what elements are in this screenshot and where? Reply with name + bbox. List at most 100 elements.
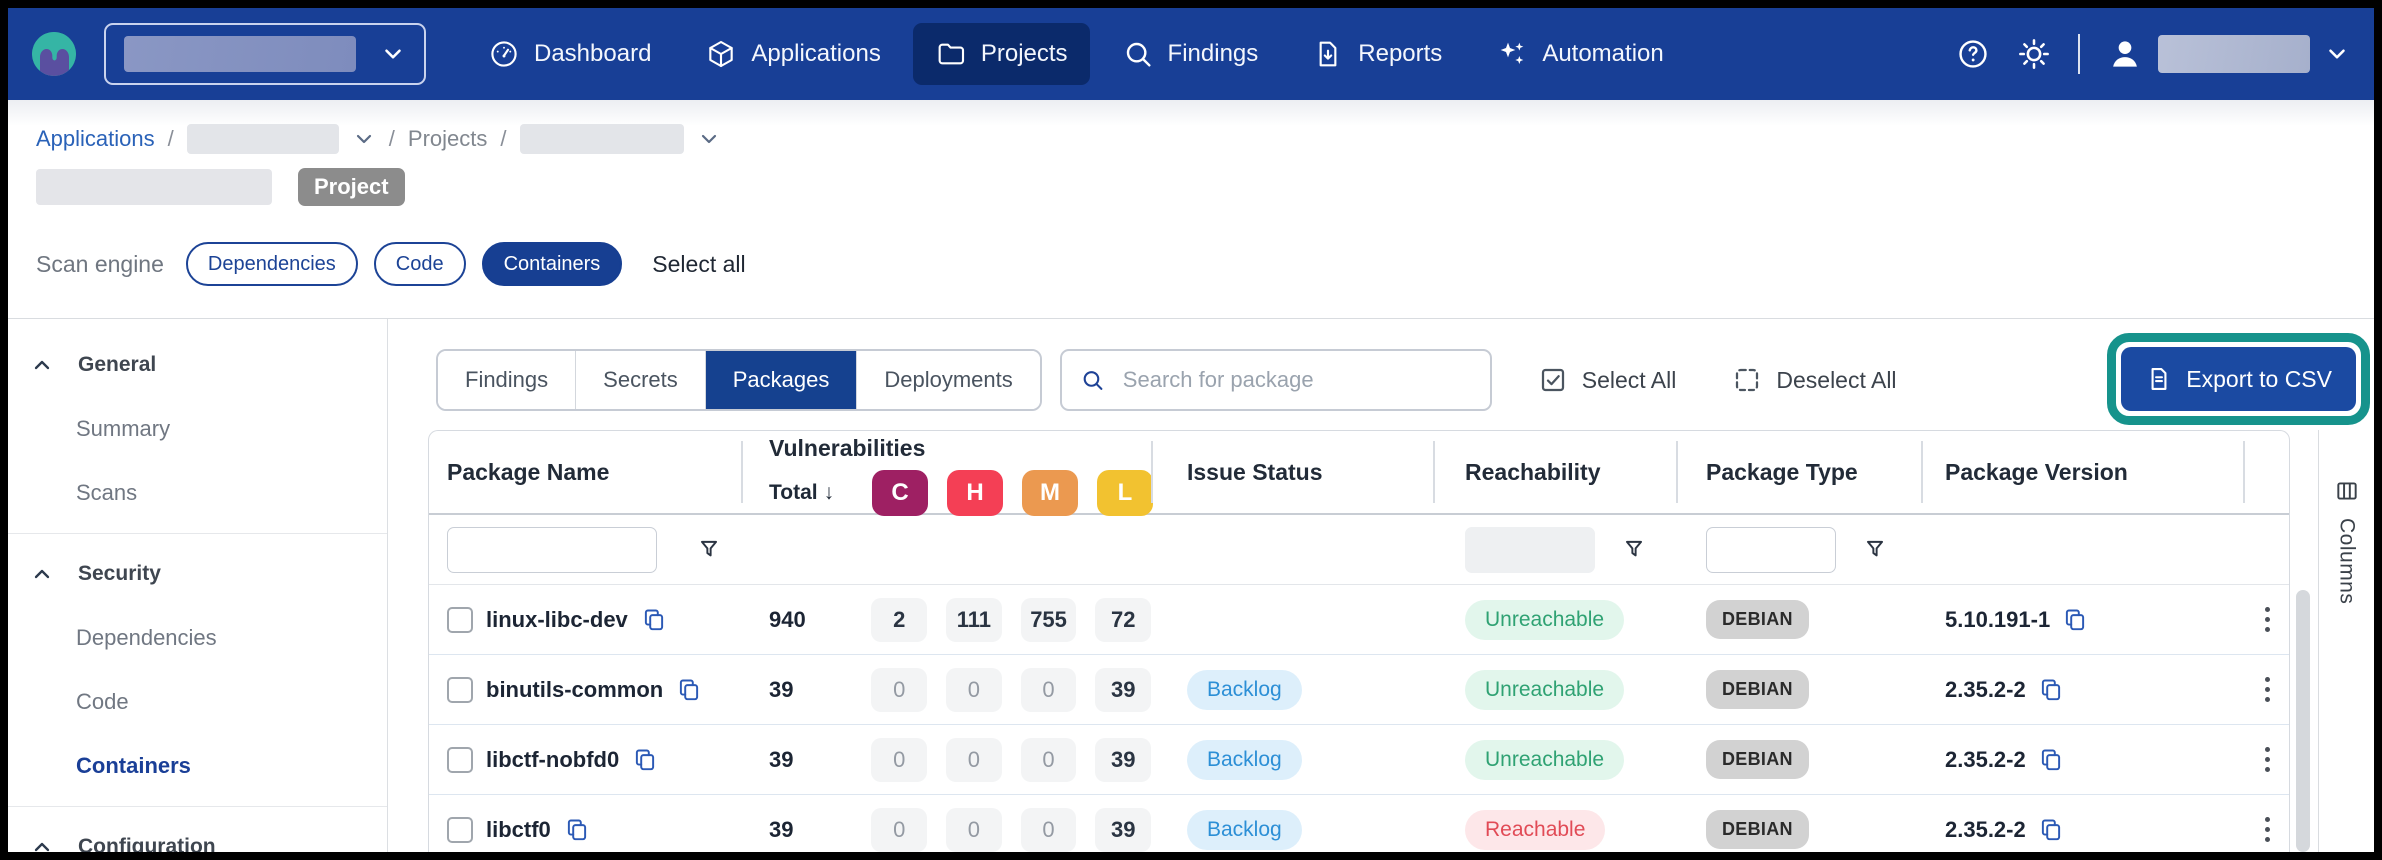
chevron-down-icon[interactable] [352, 127, 376, 151]
copy-icon[interactable] [632, 747, 658, 773]
nav-item-automation[interactable]: Automation [1474, 23, 1685, 85]
sidebar-item-code[interactable]: Code [76, 689, 129, 714]
breadcrumb-applications-link[interactable]: Applications [36, 126, 155, 151]
nav-item-dashboard[interactable]: Dashboard [466, 23, 673, 85]
table-row[interactable]: binutils-common 39 0 0 0 39 Backlog Unre… [429, 655, 2289, 725]
reachability-filter-input [1465, 526, 1595, 573]
scan-chip-containers[interactable]: Containers [481, 242, 623, 286]
copy-icon[interactable] [2062, 607, 2088, 633]
breadcrumb-separator: / [167, 126, 174, 151]
scan-chip-code[interactable]: Code [373, 242, 466, 286]
deselect-square-icon [1736, 368, 1759, 392]
row-checkbox[interactable] [447, 746, 473, 773]
header-reachability[interactable]: Reachability [1433, 431, 1676, 513]
tab-packages[interactable]: Packages [705, 351, 858, 409]
reachability-pill: Unreachable [1465, 739, 1625, 780]
vuln-total: 940 [769, 606, 806, 632]
severity-low-badge[interactable]: L [1097, 469, 1153, 516]
export-to-csv-button[interactable]: Export to CSV [2121, 347, 2356, 411]
vertical-scrollbar[interactable] [2296, 590, 2310, 852]
main-navigation: Dashboard Applications Projects Findings… [466, 23, 1686, 85]
tab-secrets[interactable]: Secrets [576, 351, 706, 409]
row-checkbox[interactable] [447, 676, 473, 703]
nav-label: Applications [751, 40, 881, 67]
row-checkbox[interactable] [447, 606, 473, 633]
sparkles-icon [1500, 42, 1524, 64]
package-type-filter-input[interactable] [1706, 526, 1836, 573]
vuln-total: 39 [769, 676, 794, 702]
nav-item-reports[interactable]: Reports [1290, 23, 1464, 85]
nav-item-findings[interactable]: Findings [1100, 23, 1281, 85]
severity-high-badge[interactable]: H [947, 469, 1003, 516]
gear-icon[interactable] [2016, 36, 2052, 72]
redacted-project-name [519, 124, 684, 154]
header-issue-status[interactable]: Issue Status [1151, 431, 1433, 513]
sidebar-item-containers[interactable]: Containers [76, 753, 191, 778]
copy-icon[interactable] [2038, 817, 2064, 843]
header-vulnerabilities: Vulnerabilities Total ↓ C H M L [741, 431, 1153, 516]
folder-icon [938, 43, 964, 65]
tab-deployments[interactable]: Deployments [857, 351, 1040, 409]
issue-status-pill: Backlog [1187, 739, 1302, 780]
table-row[interactable]: libctf-nobfd0 39 0 0 0 39 Backlog Unreac… [429, 725, 2289, 795]
reachability-pill: Reachable [1465, 809, 1606, 850]
sidebar-item-dependencies[interactable]: Dependencies [76, 625, 217, 650]
sidebar-item-summary[interactable]: Summary [76, 416, 171, 441]
nav-item-applications[interactable]: Applications [683, 23, 902, 85]
deselect-all-button[interactable]: Deselect All [1732, 365, 1897, 395]
severity-count: 755 [1020, 597, 1077, 642]
sidebar-section-general[interactable]: General [8, 333, 387, 397]
filter-funnel-icon[interactable] [1621, 537, 1647, 563]
severity-medium-badge[interactable]: M [1022, 469, 1078, 516]
kebab-menu-icon[interactable] [2259, 741, 2276, 778]
gauge-icon [491, 41, 517, 67]
sort-desc-icon: ↓ [823, 480, 835, 504]
severity-count: 0 [871, 667, 928, 712]
header-package-name[interactable]: Package Name [447, 458, 610, 485]
kebab-menu-icon[interactable] [2259, 811, 2276, 848]
copy-icon[interactable] [2038, 747, 2064, 773]
nav-item-projects[interactable]: Projects [912, 23, 1090, 85]
sidebar-section-label: General [78, 353, 157, 376]
severity-critical-badge[interactable]: C [872, 469, 928, 516]
scan-engine-row: Scan engine Dependencies Code Containers… [36, 242, 746, 286]
tab-findings[interactable]: Findings [438, 351, 577, 409]
filter-funnel-icon[interactable] [1862, 537, 1888, 563]
sidebar-divider [8, 533, 387, 534]
kebab-menu-icon[interactable] [2259, 601, 2276, 638]
checkbox-checked-icon [1541, 368, 1564, 392]
copy-icon[interactable] [2038, 677, 2064, 703]
organization-dropdown[interactable] [104, 23, 426, 85]
chevron-down-icon[interactable] [697, 127, 721, 151]
kebab-menu-icon[interactable] [2259, 671, 2276, 708]
scan-select-all[interactable]: Select all [652, 250, 746, 277]
nav-label: Automation [1542, 40, 1664, 67]
table-row[interactable]: libctf0 39 0 0 0 39 Backlog Reachable DE… [429, 795, 2289, 852]
issue-status-pill: Backlog [1187, 669, 1302, 710]
breadcrumb-separator: / [500, 126, 507, 151]
header-package-version[interactable]: Package Version [1921, 431, 2243, 513]
mend-logo-icon[interactable] [32, 32, 76, 76]
severity-count: 0 [1020, 667, 1077, 712]
help-icon[interactable] [1956, 37, 1990, 71]
sidebar-item-scans[interactable]: Scans [76, 480, 138, 505]
table-row[interactable]: linux-libc-dev 940 2 111 755 72 Unreacha… [429, 585, 2289, 655]
package-search-input[interactable] [1120, 366, 1472, 394]
select-all-button[interactable]: Select All [1538, 365, 1676, 395]
copy-icon[interactable] [641, 607, 667, 633]
copy-icon[interactable] [564, 817, 590, 843]
package-name-filter-input[interactable] [447, 526, 657, 573]
filter-funnel-icon[interactable] [696, 537, 722, 563]
top-navbar: Dashboard Applications Projects Findings… [8, 8, 2374, 100]
user-menu[interactable] [2106, 35, 2350, 73]
package-type-badge: DEBIAN [1706, 810, 1809, 849]
header-package-type[interactable]: Package Type [1676, 431, 1921, 513]
row-checkbox[interactable] [447, 816, 473, 843]
copy-icon[interactable] [676, 677, 702, 703]
scan-chip-dependencies[interactable]: Dependencies [185, 242, 358, 286]
sidebar-section-label: Security [78, 562, 161, 585]
header-total-sort[interactable]: Total ↓ [769, 480, 835, 504]
sidebar-section-configuration[interactable]: Configuration [8, 815, 387, 852]
columns-panel-toggle[interactable]: Columns [2318, 430, 2374, 852]
sidebar-section-security[interactable]: Security [8, 542, 387, 606]
